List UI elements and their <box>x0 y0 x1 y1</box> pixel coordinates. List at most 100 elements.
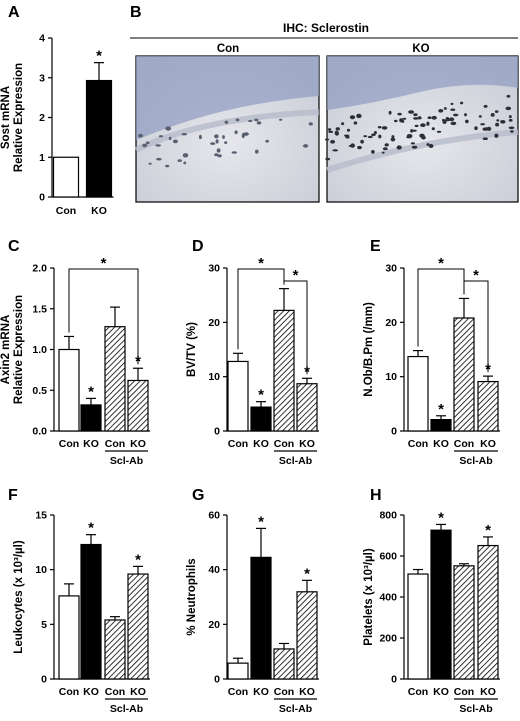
category-label: Con <box>56 205 76 217</box>
osteocyte-speck <box>156 157 162 161</box>
y-tick-label: 0 <box>41 674 47 686</box>
panel-label-e: E <box>370 238 381 255</box>
y-axis-title: Axin2 mRNA <box>0 315 12 385</box>
osteocyte-speck <box>177 159 182 162</box>
group-label: Scl-Ab <box>459 455 492 467</box>
osteocyte-speck <box>474 126 478 131</box>
osteocyte-speck <box>427 116 432 119</box>
significance-star: * <box>96 48 102 65</box>
osteocyte-speck <box>214 134 219 139</box>
osteocyte-speck <box>198 134 202 140</box>
bar <box>477 380 499 432</box>
osteocyte-speck <box>508 115 512 119</box>
bar <box>407 573 429 680</box>
osteocyte-speck <box>426 143 430 146</box>
comparison-bracket <box>283 280 308 375</box>
osteocyte-speck <box>506 94 511 98</box>
category-label: KO <box>83 438 99 450</box>
category-label: Con <box>228 686 248 698</box>
osteocyte-speck <box>215 139 219 144</box>
category-label: Con <box>454 438 474 450</box>
osteocyte-speck <box>216 148 221 153</box>
osteocyte-speck <box>381 151 385 154</box>
osteocyte-speck <box>484 127 489 131</box>
y-tick-label: 0 <box>214 674 220 686</box>
y-tick-label: 200 <box>379 633 397 645</box>
bar <box>104 326 126 432</box>
bar <box>453 317 475 432</box>
category-label: Con <box>408 686 428 698</box>
bar <box>80 404 102 432</box>
osteocyte-speck <box>279 118 283 121</box>
significance-star: * <box>88 520 94 537</box>
osteocyte-speck <box>363 135 368 138</box>
osteocyte-speck <box>464 113 467 117</box>
panel-label-g: G <box>192 487 204 504</box>
category-label: KO <box>480 686 496 698</box>
y-tick-label: 10 <box>208 371 220 383</box>
osteocyte-speck <box>332 149 339 152</box>
osteocyte-speck <box>145 141 150 145</box>
osteocyte-speck <box>138 133 143 138</box>
osteocyte-speck <box>325 157 331 161</box>
osteocyte-speck <box>324 138 330 141</box>
osteocyte-speck <box>417 116 422 120</box>
osteocyte-speck <box>483 104 488 108</box>
bar <box>104 619 126 680</box>
bar <box>407 355 429 432</box>
significance-star: * <box>485 522 491 539</box>
category-label: Con <box>274 686 294 698</box>
osteocyte-speck <box>357 145 362 150</box>
osteocyte-speck <box>353 121 358 125</box>
osteocyte-speck <box>346 128 351 132</box>
category-label: KO <box>299 438 315 450</box>
osteocyte-speck <box>480 123 485 126</box>
osteocyte-speck <box>431 115 437 120</box>
ihc-ko-image <box>324 55 519 203</box>
osteocyte-speck <box>381 126 388 130</box>
bracket-star: * <box>293 267 299 284</box>
osteocyte-speck <box>465 119 469 124</box>
osteocyte-speck <box>426 121 430 126</box>
y-tick-label: 2 <box>39 112 45 124</box>
group-label: Scl-Ab <box>459 703 492 715</box>
osteocyte-speck <box>165 164 170 168</box>
osteocyte-speck <box>334 130 339 135</box>
osteocyte-speck <box>158 135 163 138</box>
y-tick-label: 10 <box>385 371 397 383</box>
bar <box>273 309 295 432</box>
osteocyte-speck <box>373 131 377 135</box>
osteocyte-speck <box>397 112 402 116</box>
bracket-star: * <box>258 255 264 272</box>
chart-g: 0 20 40 60 % Neutrophils Con * KO Con * KO Scl-Ab <box>186 510 319 715</box>
bar <box>477 544 499 680</box>
osteocyte-speck <box>413 117 419 120</box>
bar <box>453 565 475 680</box>
osteocyte-speck <box>265 139 270 143</box>
y-tick-label: 30 <box>208 263 220 275</box>
y-tick-label: 10 <box>35 564 47 576</box>
category-label: KO <box>433 686 449 698</box>
panel-label-d: D <box>192 238 204 255</box>
osteocyte-speck <box>142 143 148 148</box>
osteocyte-speck <box>183 161 187 165</box>
category-label: Con <box>454 686 474 698</box>
panel-label-b: B <box>130 4 142 21</box>
bar <box>58 348 80 432</box>
significance-star: * <box>88 383 94 400</box>
y-tick-label: 5 <box>41 619 47 631</box>
osteocyte-speck <box>453 113 459 117</box>
osteocyte-speck <box>402 117 407 120</box>
y-tick-label: 30 <box>385 263 397 275</box>
bar <box>227 360 249 432</box>
y-tick-label: 0.0 <box>32 426 47 438</box>
bar <box>127 379 149 432</box>
y-axis-title: Platelets (x 10³/µl) <box>363 548 375 646</box>
y-tick-label: 0 <box>391 674 397 686</box>
significance-star: * <box>304 565 310 582</box>
bar <box>430 529 452 680</box>
osteocyte-speck <box>155 144 162 147</box>
osteocyte-speck <box>436 130 442 133</box>
y-axis-title: Relative Expression <box>13 295 25 404</box>
y-axis-title: BV/TV (%) <box>186 322 198 377</box>
